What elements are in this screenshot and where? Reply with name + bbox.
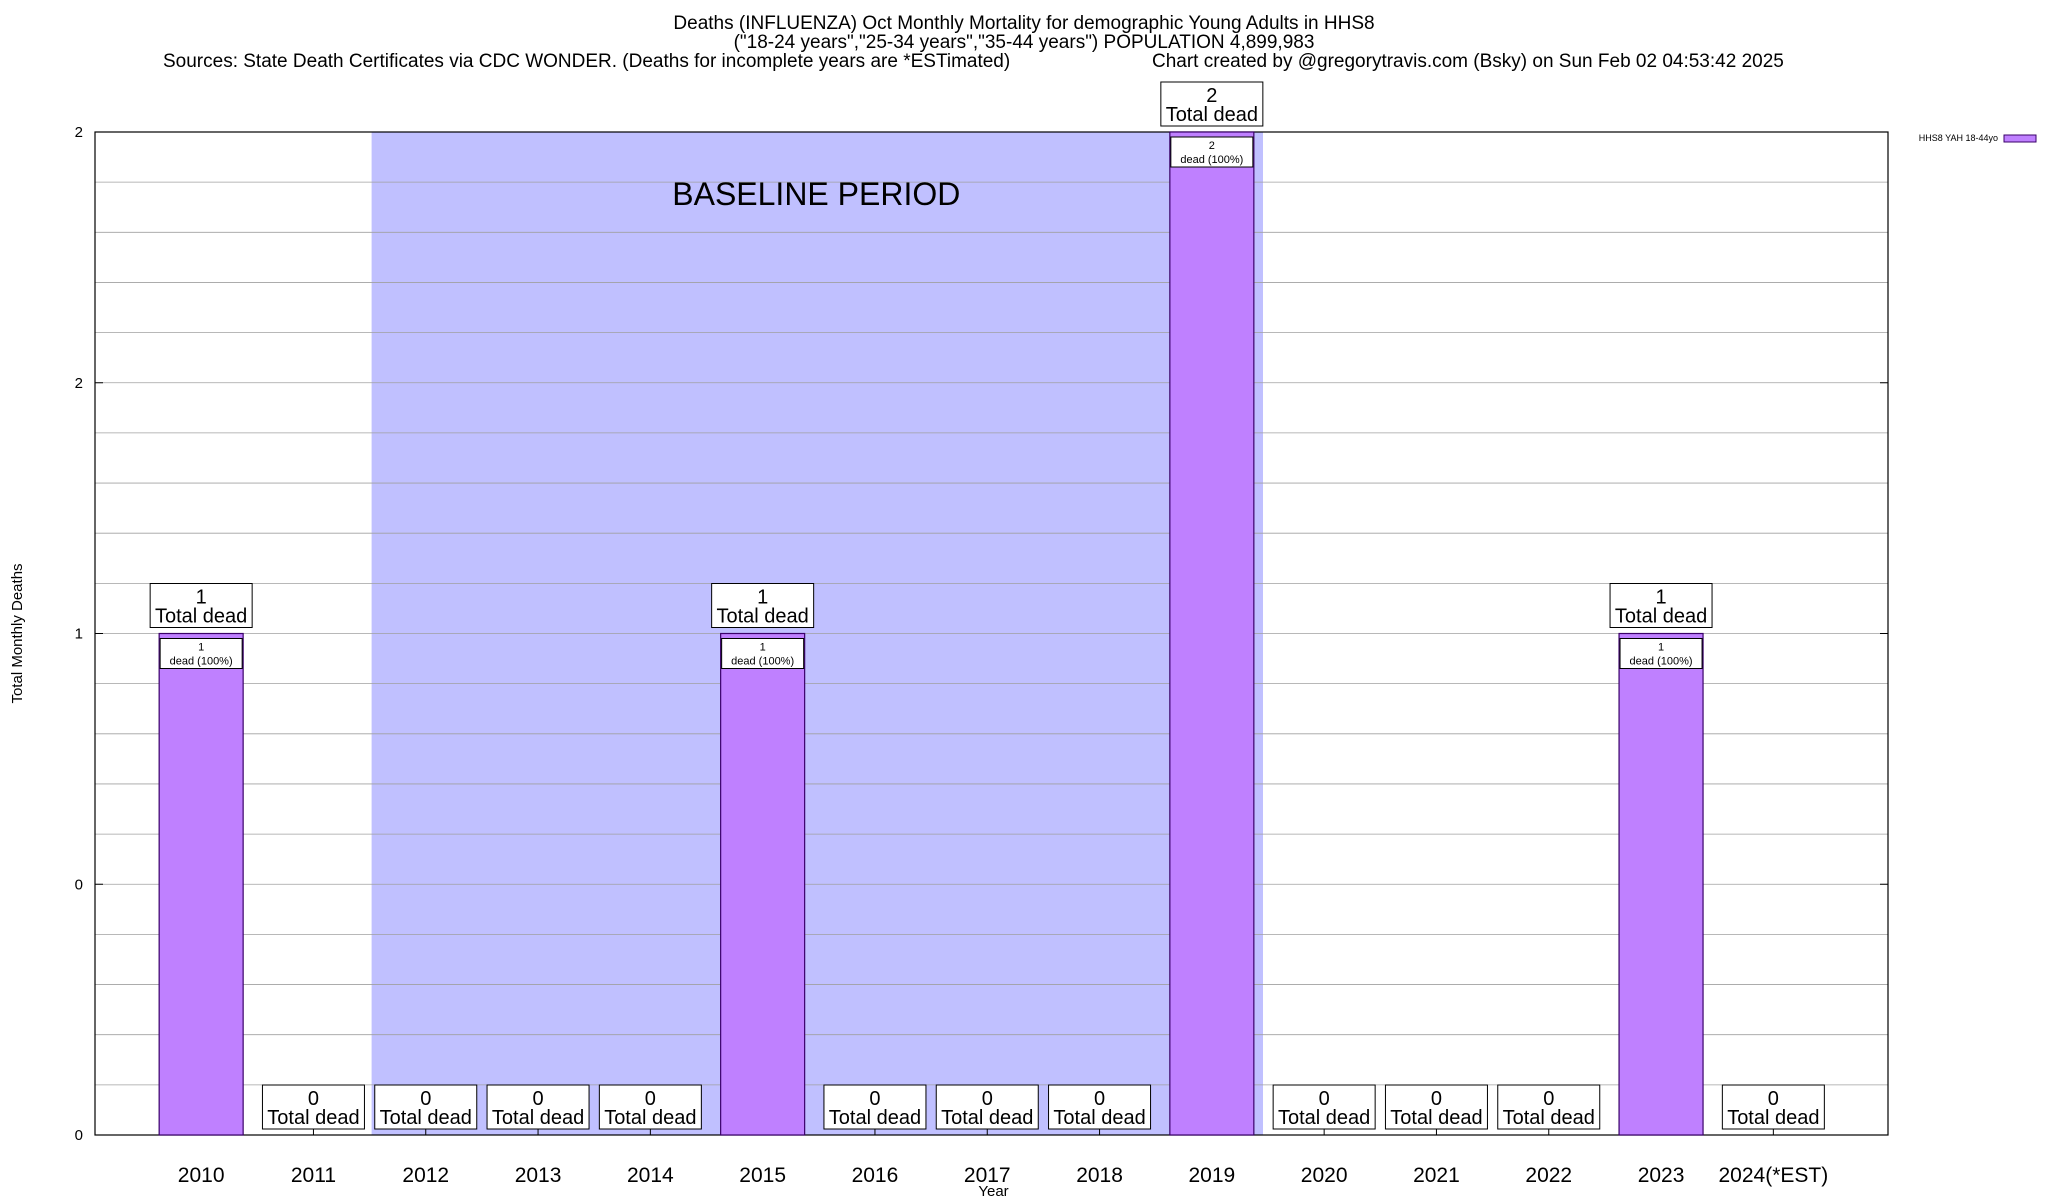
x-tick-label: 2010 (178, 1164, 225, 1187)
bar-value-label: 1 (198, 642, 204, 654)
total-dead-label: Total dead (267, 1107, 359, 1129)
chart-credit: Chart created by @gregorytravis.com (Bsk… (1152, 51, 1784, 72)
total-value-label: 1 (1655, 587, 1666, 609)
x-tick-label: 2019 (1188, 1164, 1235, 1187)
bar-label-box (721, 638, 805, 669)
bar-percent-label: dead (100%) (731, 656, 794, 668)
chart-title: Deaths (INFLUENZA) Oct Monthly Mortality… (673, 13, 1375, 34)
total-label-box (149, 583, 253, 628)
y-axis-label: Total Monthly Deaths (9, 563, 26, 703)
x-tick-label: 2014 (627, 1164, 674, 1187)
bar (1169, 131, 1255, 1136)
total-dead-label: Total dead (1503, 1107, 1595, 1129)
x-tick-label: 2015 (739, 1164, 786, 1187)
x-tick-label: 2012 (402, 1164, 449, 1187)
total-dead-label: Total dead (380, 1107, 472, 1129)
x-tick-label: 2021 (1413, 1164, 1460, 1187)
bar-value-label: 2 (1209, 140, 1215, 152)
total-label-box (1160, 81, 1264, 127)
total-value-label: 0 (308, 1088, 319, 1110)
total-label-box (823, 1084, 927, 1130)
x-tick-label: 2011 (291, 1164, 336, 1187)
total-value-label: 0 (645, 1088, 656, 1110)
bar-percent-label: dead (100%) (1630, 656, 1693, 668)
total-dead-label: Total dead (492, 1107, 584, 1129)
total-value-label: 0 (1768, 1088, 1779, 1110)
bar (1618, 632, 1704, 1136)
legend-swatch (2003, 134, 2037, 143)
total-label-box (598, 1084, 702, 1130)
total-dead-label: Total dead (155, 606, 247, 628)
total-value-label: 0 (1094, 1088, 1105, 1110)
x-tick-label: 2020 (1301, 1164, 1348, 1187)
total-value-label: 0 (532, 1088, 543, 1110)
bar-value-label: 1 (1658, 642, 1664, 654)
total-label-box (711, 583, 815, 628)
total-dead-label: Total dead (829, 1107, 921, 1129)
total-dead-label: Total dead (717, 606, 809, 628)
bar-percent-label: dead (100%) (1180, 154, 1243, 166)
total-dead-label: Total dead (1390, 1107, 1482, 1129)
total-label-box (1384, 1084, 1488, 1130)
y-tick-label: 2 (75, 375, 83, 392)
total-value-label: 2 (1206, 85, 1217, 107)
total-label-box (1048, 1084, 1152, 1130)
total-label-box (1721, 1084, 1825, 1130)
total-dead-label: Total dead (1615, 606, 1707, 628)
y-tick-label: 0 (75, 1127, 83, 1144)
chart-source: Sources: State Death Certificates via CD… (163, 51, 1011, 72)
x-tick-label: 2018 (1076, 1164, 1123, 1187)
y-tick-label: 2 (75, 124, 83, 141)
bar (158, 632, 244, 1136)
total-dead-label: Total dead (1278, 1107, 1370, 1129)
total-dead-label: Total dead (1053, 1107, 1145, 1129)
total-value-label: 1 (196, 587, 207, 609)
y-tick-label: 0 (75, 876, 83, 893)
total-label-box (486, 1084, 590, 1130)
total-dead-label: Total dead (1166, 104, 1258, 126)
total-label-box (935, 1084, 1039, 1130)
chart-subtitle: ("18-24 years","25-34 years","35-44 year… (733, 32, 1315, 53)
x-tick-label: 2023 (1638, 1164, 1685, 1187)
total-label-box (1609, 583, 1713, 628)
total-label-box (374, 1084, 478, 1130)
total-dead-label: Total dead (941, 1107, 1033, 1129)
bar (720, 632, 806, 1136)
total-value-label: 0 (1319, 1088, 1330, 1110)
baseline-period-label: BASELINE PERIOD (672, 176, 960, 212)
total-value-label: 0 (869, 1088, 880, 1110)
x-tick-label: 2024(*EST) (1718, 1164, 1828, 1187)
total-value-label: 0 (982, 1088, 993, 1110)
total-value-label: 0 (1543, 1088, 1554, 1110)
bar-label-box (159, 638, 243, 669)
bar-value-label: 1 (760, 642, 766, 654)
x-tick-label: 2016 (852, 1164, 899, 1187)
x-tick-label: 2022 (1525, 1164, 1572, 1187)
legend-label: HHS8 YAH 18-44yo (1919, 133, 1998, 143)
y-tick-label: 1 (75, 626, 83, 643)
x-tick-label: 2013 (515, 1164, 562, 1187)
bar-percent-label: dead (100%) (170, 656, 233, 668)
total-value-label: 1 (757, 587, 768, 609)
total-label-box (261, 1084, 365, 1130)
x-tick-label: 2017 (964, 1164, 1011, 1187)
bar-label-box (1170, 136, 1254, 168)
total-label-box (1497, 1084, 1601, 1130)
total-dead-label: Total dead (604, 1107, 696, 1129)
total-value-label: 0 (420, 1088, 431, 1110)
total-value-label: 0 (1431, 1088, 1442, 1110)
x-axis-label: Year (978, 1183, 1008, 1200)
total-dead-label: Total dead (1727, 1107, 1819, 1129)
total-label-box (1272, 1084, 1376, 1130)
bar-label-box (1619, 638, 1703, 669)
